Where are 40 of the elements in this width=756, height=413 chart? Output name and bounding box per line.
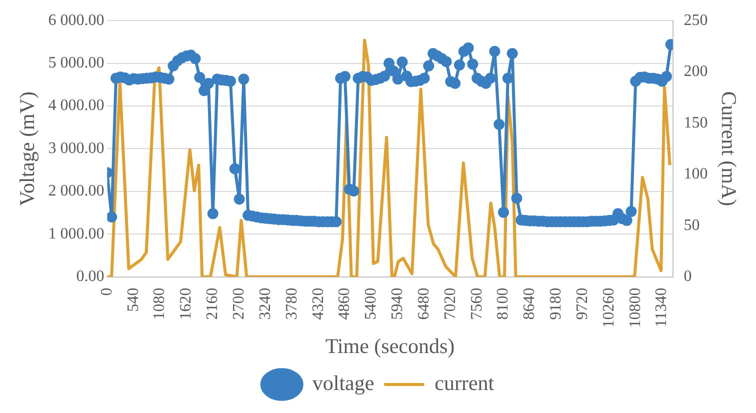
x-tick-label: 2700: [230, 288, 248, 320]
x-tick-label: 8640: [521, 288, 538, 320]
y-tick-label: 1 000.00: [48, 225, 104, 242]
x-axis-title: Time (seconds): [325, 334, 455, 358]
y-tick-label: 6 000.00: [48, 12, 104, 29]
x-tick-label: 2160: [204, 288, 222, 320]
x-tick-label: 5400: [362, 288, 380, 320]
x-tick-label: 4860: [336, 288, 354, 320]
y2-axis-title: Current (mA): [716, 91, 741, 206]
x-tick-label: 7020: [442, 288, 459, 320]
y2-tick-label: 200: [684, 63, 708, 80]
x-tick-label: 1620: [178, 288, 195, 320]
y2-tick-label: 50: [684, 216, 700, 234]
x-tick-label: 0: [98, 288, 116, 296]
x-tick-label: 1080: [151, 288, 168, 320]
y2-tick-label: 0: [684, 268, 692, 286]
x-tick-label: 10260: [600, 288, 618, 328]
y-tick-label: 4 000.00: [48, 97, 104, 114]
x-tick-label: 11340: [653, 288, 670, 328]
y-axis-title: Voltage (mV): [15, 91, 40, 206]
y2-tick-label: 250: [684, 12, 708, 29]
x-tick-label: 3240: [256, 288, 274, 320]
y2-tick-label: 150: [684, 114, 708, 132]
x-tick-label: 9180: [548, 288, 565, 320]
y-tick-label: 5 000.00: [48, 54, 104, 72]
legend-label: voltage: [312, 371, 374, 396]
y2-tick-label: 100: [684, 166, 708, 183]
x-tick-label: 3780: [283, 288, 300, 320]
x-tick-label: 4320: [310, 288, 327, 320]
legend-label: current: [434, 371, 494, 396]
y-tick-label: 0.00: [76, 268, 104, 286]
x-tick-label: 7560: [468, 288, 486, 320]
x-tick-label: 8100: [494, 288, 512, 320]
x-tick-label: 9720: [574, 288, 591, 320]
y-tick-label: 2 000.00: [48, 182, 104, 200]
x-tick-label: 540: [124, 288, 142, 312]
x-tick-label: 5940: [389, 288, 406, 320]
y-tick-label: 3 000.00: [48, 140, 104, 157]
x-tick-label: 6480: [415, 288, 432, 320]
x-tick-label: 10800: [626, 288, 644, 328]
